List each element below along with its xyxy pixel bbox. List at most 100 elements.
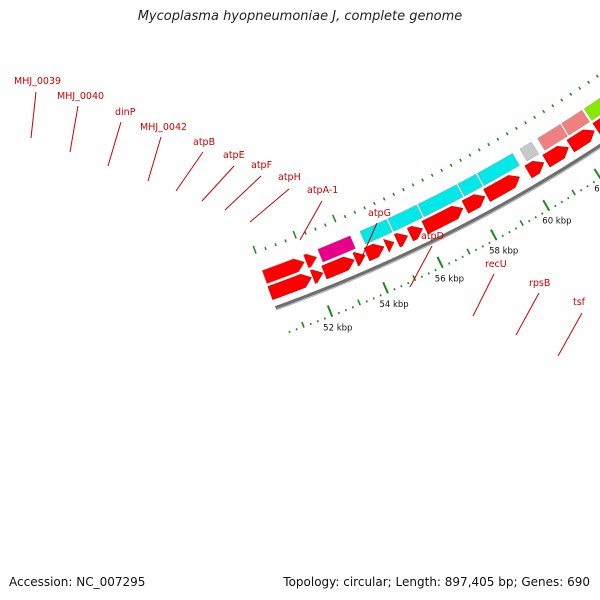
minor-tick	[579, 188, 583, 192]
label-leader	[201, 165, 235, 202]
label-leader	[224, 175, 262, 211]
major-tick	[382, 281, 389, 294]
gene-label-mhj-0039: MHJ_0039	[14, 76, 61, 87]
gene-label-tsf: tsf	[573, 297, 586, 308]
minor-tick	[534, 216, 537, 219]
kbp-label: 52 kbp	[323, 324, 352, 334]
label-leader	[147, 136, 162, 182]
minor-tick	[488, 241, 491, 245]
outer-tick	[264, 246, 267, 251]
gene-label-mhj-0042: MHJ_0042	[140, 122, 187, 133]
minor-tick	[288, 330, 291, 334]
cds-arrow	[393, 233, 409, 248]
outer-tick	[314, 227, 317, 231]
minor-tick	[372, 297, 375, 300]
minor-tick	[365, 300, 368, 303]
label-leader	[409, 245, 433, 288]
label-leader	[557, 312, 583, 357]
minor-tick	[323, 317, 326, 320]
outer-tick	[373, 201, 376, 206]
minor-tick	[420, 275, 424, 278]
minor-tick	[501, 234, 504, 237]
outer-tick	[477, 148, 481, 152]
major-tick	[436, 256, 444, 269]
minor-tick	[427, 272, 430, 275]
gene-label-atpd: atpD	[421, 231, 444, 242]
backbone	[274, 143, 600, 311]
gene-feature	[537, 123, 568, 151]
minor-tick	[466, 248, 471, 255]
minor-tick	[337, 311, 341, 315]
major-tick	[490, 229, 498, 241]
outer-tick	[533, 115, 537, 119]
outer-tick	[524, 121, 527, 125]
cds-arrow	[406, 226, 424, 242]
minor-tick	[301, 321, 305, 328]
cds-arrow	[524, 160, 545, 179]
minor-tick	[316, 320, 319, 323]
gene-label-mhj-0040: MHJ_0040	[57, 91, 104, 102]
minor-tick	[407, 281, 410, 285]
cds-arrow	[421, 205, 464, 235]
label-leader	[249, 188, 290, 223]
minor-tick	[586, 184, 589, 188]
gene-feature	[561, 109, 590, 136]
gene-label-atpf: atpF	[251, 160, 272, 171]
gene-feature	[457, 173, 483, 197]
label-leader	[357, 222, 378, 267]
minor-tick	[560, 200, 563, 204]
kbp-label: 60 kbp	[542, 217, 571, 227]
cds-arrow	[566, 129, 595, 153]
outer-tick	[449, 163, 453, 167]
outer-tick	[343, 214, 347, 219]
cds-track	[267, 118, 600, 300]
gene-label-recu: recU	[485, 259, 507, 270]
minor-tick	[474, 248, 478, 252]
cds-arrow	[592, 118, 600, 135]
gene-feature	[476, 153, 520, 186]
gene-label-atpg: atpG	[368, 208, 391, 219]
minor-tick	[571, 189, 576, 196]
gene-feature	[519, 141, 539, 162]
kbp-ticks	[252, 74, 600, 334]
label-leader	[175, 151, 204, 192]
backbone-outer-line	[274, 143, 600, 310]
label-leader	[472, 273, 495, 317]
minor-tick	[508, 230, 511, 234]
kbp-labels: 52 kbp 54 kbp 56 kbp 58 kbp 60 kbp 62 kbp	[323, 185, 600, 334]
outer-tick	[440, 168, 444, 172]
outer-tick	[421, 178, 424, 182]
outer-tick	[252, 245, 257, 254]
outer-tick	[274, 243, 277, 247]
gene-feature	[303, 253, 318, 269]
minor-tick	[400, 284, 403, 288]
gene-feature	[359, 219, 393, 245]
gene-feature	[317, 235, 356, 263]
outer-tick	[496, 137, 500, 141]
gene-label-atpe: atpE	[223, 150, 245, 161]
minor-tick	[351, 305, 354, 309]
outer-tick	[542, 109, 546, 114]
outer-tick	[331, 214, 337, 223]
minor-tick	[357, 299, 361, 306]
minor-tick	[447, 262, 451, 265]
outer-tick	[284, 239, 287, 243]
outer-tick	[505, 132, 509, 136]
cds-arrow	[267, 274, 312, 300]
cds-arrow	[383, 239, 395, 253]
outer-tick	[569, 92, 573, 96]
label-leaders	[30, 91, 583, 357]
label-leader	[30, 91, 37, 139]
outer-tick	[560, 98, 564, 102]
gene-label-atpa-1: atpA-1	[307, 185, 338, 196]
outer-tick	[587, 80, 591, 84]
gene-label-dinp: dinP	[115, 107, 136, 118]
minor-tick	[309, 322, 312, 326]
kbp-label: 62 kbp	[594, 185, 600, 195]
minor-tick	[514, 227, 518, 230]
outer-tick	[514, 126, 518, 131]
outer-tick	[430, 173, 434, 177]
gene-feature	[417, 184, 464, 218]
minor-tick	[454, 258, 458, 262]
